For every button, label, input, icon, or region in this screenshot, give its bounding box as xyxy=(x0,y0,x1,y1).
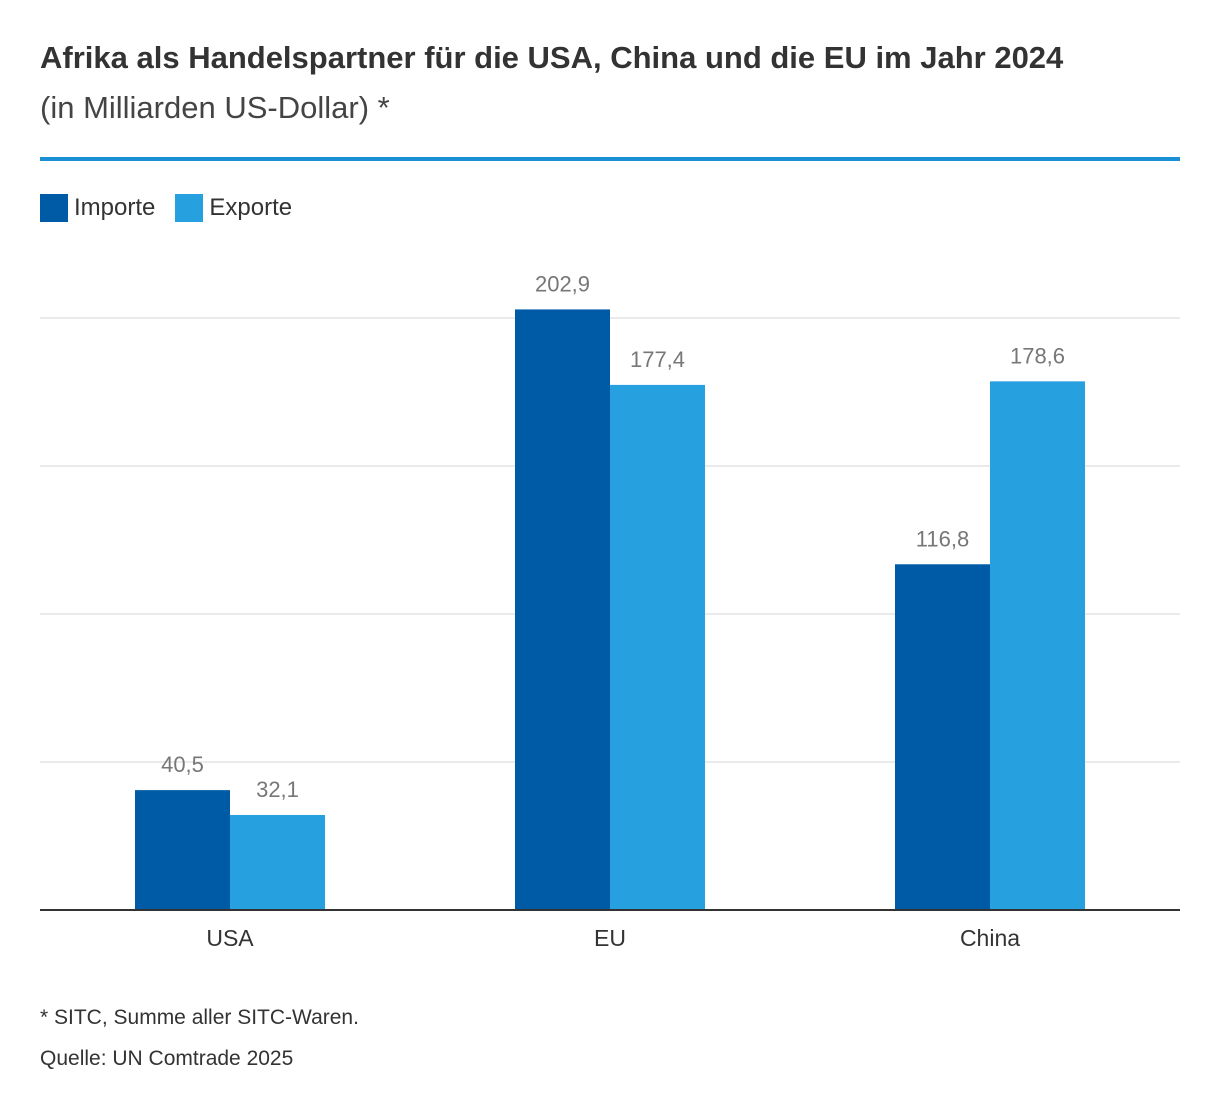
value-label-exporte-eu: 177,4 xyxy=(630,347,685,372)
category-label-eu: EU xyxy=(594,925,626,951)
bar-exporte-usa xyxy=(230,814,325,910)
legend-item-exporte: Exporte xyxy=(175,194,292,222)
chart-title: Afrika als Handelspartner für die USA, C… xyxy=(40,40,1064,75)
value-label-importe-china: 116,8 xyxy=(916,526,969,551)
value-label-importe-eu: 202,9 xyxy=(535,271,590,296)
legend-swatch-importe xyxy=(40,194,68,222)
legend-label-exporte: Exporte xyxy=(209,194,293,221)
source-note: Quelle: UN Comtrade 2025 xyxy=(40,1047,294,1070)
category-label-usa: USA xyxy=(206,925,254,951)
bar-importe-eu xyxy=(515,309,610,910)
title-divider xyxy=(40,157,1180,161)
category-label-china: China xyxy=(960,925,1020,951)
legend-swatch-exporte xyxy=(175,194,204,222)
chart-subtitle: (in Milliarden US-Dollar) * xyxy=(40,90,390,125)
value-label-exporte-china: 178,6 xyxy=(1010,343,1065,368)
legend: Importe Exporte xyxy=(40,194,312,222)
legend-item-importe: Importe xyxy=(40,194,155,222)
bar-exporte-china xyxy=(990,381,1085,910)
footnote: * SITC, Summe aller SITC-Waren. xyxy=(40,1006,359,1029)
bar-importe-china xyxy=(895,564,990,910)
bar-importe-usa xyxy=(135,790,230,910)
legend-label-importe: Importe xyxy=(74,194,156,221)
bar-exporte-eu xyxy=(610,384,705,910)
value-label-importe-usa: 40,5 xyxy=(161,752,204,777)
value-label-exporte-usa: 32,1 xyxy=(256,777,299,802)
